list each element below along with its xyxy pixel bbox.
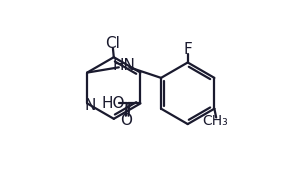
Text: HN: HN	[113, 58, 136, 73]
Text: F: F	[183, 42, 192, 57]
Text: O: O	[120, 113, 132, 128]
Text: CH₃: CH₃	[202, 114, 228, 128]
Text: N: N	[85, 98, 96, 113]
Text: HO: HO	[102, 96, 125, 111]
Text: Cl: Cl	[105, 36, 120, 52]
